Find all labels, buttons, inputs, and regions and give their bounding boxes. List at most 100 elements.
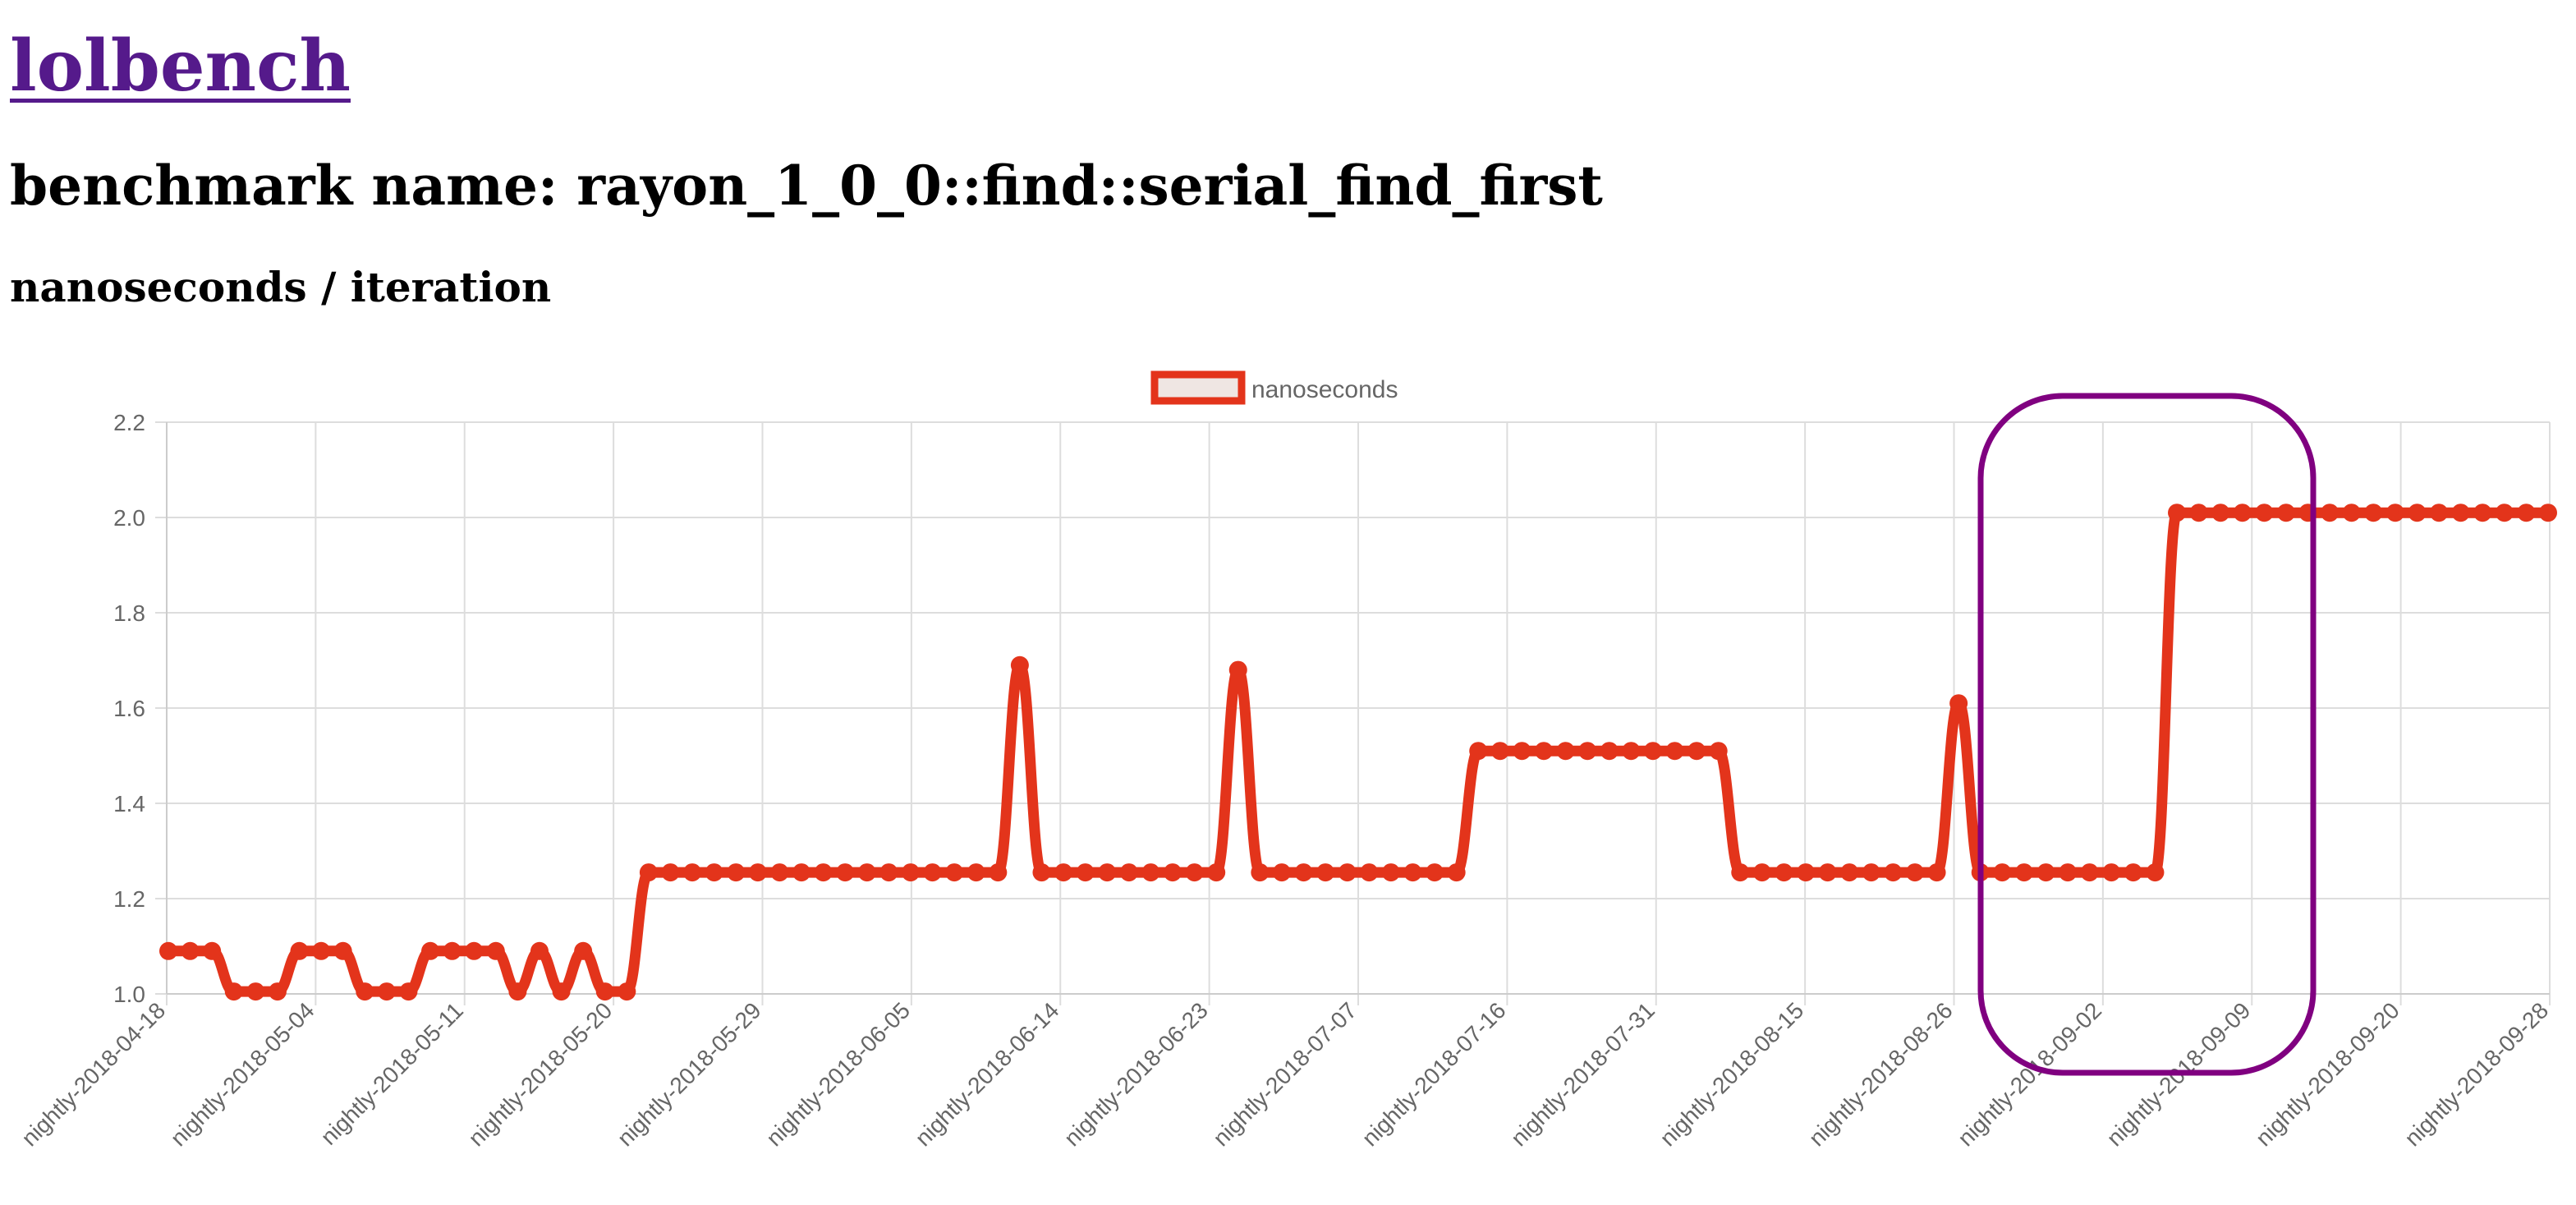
data-point[interactable] [1600, 742, 1619, 761]
data-point[interactable] [1556, 742, 1575, 761]
data-point[interactable] [2430, 504, 2449, 522]
data-point[interactable] [1709, 742, 1728, 761]
data-point[interactable] [465, 941, 484, 960]
data-point[interactable] [312, 941, 331, 960]
data-point[interactable] [1426, 863, 1444, 882]
data-point[interactable] [923, 863, 942, 882]
data-point[interactable] [552, 982, 571, 1001]
data-point[interactable] [1905, 863, 1924, 882]
data-point[interactable] [1622, 742, 1641, 761]
data-point[interactable] [1665, 742, 1684, 761]
data-point[interactable] [1993, 863, 2012, 882]
data-point[interactable] [901, 863, 920, 882]
data-point[interactable] [727, 863, 746, 882]
data-point[interactable] [399, 982, 418, 1001]
data-point[interactable] [1775, 863, 1793, 882]
data-point[interactable] [1469, 742, 1488, 761]
data-point[interactable] [2385, 504, 2404, 522]
data-point[interactable] [879, 863, 898, 882]
data-point[interactable] [1840, 863, 1859, 882]
data-point[interactable] [1490, 742, 1509, 761]
data-point[interactable] [1185, 863, 1204, 882]
data-point[interactable] [2059, 863, 2078, 882]
data-point[interactable] [246, 982, 265, 1001]
data-point[interactable] [1076, 863, 1095, 882]
data-point[interactable] [1447, 863, 1466, 882]
data-point[interactable] [224, 982, 243, 1001]
data-point[interactable] [2539, 504, 2557, 522]
data-point[interactable] [1513, 742, 1531, 761]
data-point[interactable] [181, 941, 200, 960]
data-point[interactable] [1164, 863, 1182, 882]
data-point[interactable] [1731, 863, 1750, 882]
data-point[interactable] [1141, 863, 1160, 882]
data-point[interactable] [356, 982, 374, 1001]
data-point[interactable] [2146, 863, 2165, 882]
data-point[interactable] [2014, 863, 2033, 882]
data-point[interactable] [2364, 504, 2383, 522]
data-point[interactable] [1228, 660, 1247, 679]
data-point[interactable] [1403, 863, 1422, 882]
data-point[interactable] [661, 863, 680, 882]
legend[interactable]: nanoseconds [1150, 370, 1398, 405]
data-point[interactable] [836, 863, 855, 882]
site-title-link[interactable]: lolbench [10, 25, 351, 108]
data-point[interactable] [792, 863, 811, 882]
data-point[interactable] [333, 941, 352, 960]
data-point[interactable] [1687, 742, 1706, 761]
data-point[interactable] [1119, 863, 1138, 882]
data-point[interactable] [2342, 504, 2361, 522]
data-point[interactable] [2102, 863, 2121, 882]
data-point[interactable] [1949, 694, 1968, 713]
data-point[interactable] [814, 863, 833, 882]
data-point[interactable] [1534, 742, 1553, 761]
data-point[interactable] [377, 982, 396, 1001]
data-point[interactable] [2168, 504, 2187, 522]
data-point[interactable] [1251, 863, 1270, 882]
data-point[interactable] [595, 982, 614, 1001]
data-point[interactable] [1360, 863, 1379, 882]
data-point[interactable] [159, 941, 177, 960]
data-point[interactable] [1207, 863, 1226, 882]
legend-swatch[interactable] [1150, 370, 1246, 405]
data-point[interactable] [574, 941, 593, 960]
data-point[interactable] [290, 941, 309, 960]
legend-label[interactable]: nanoseconds [1251, 376, 1398, 403]
data-point[interactable] [2255, 504, 2274, 522]
data-point[interactable] [1381, 863, 1400, 882]
data-point[interactable] [508, 982, 527, 1001]
data-point[interactable] [443, 941, 461, 960]
data-point[interactable] [1098, 863, 1117, 882]
data-point[interactable] [1818, 863, 1837, 882]
data-point[interactable] [1797, 863, 1816, 882]
data-point[interactable] [945, 863, 964, 882]
data-point[interactable] [2321, 504, 2340, 522]
data-point[interactable] [486, 941, 505, 960]
data-point[interactable] [1032, 863, 1051, 882]
data-point[interactable] [1054, 863, 1073, 882]
data-point[interactable] [1294, 863, 1313, 882]
data-point[interactable] [618, 982, 636, 1001]
data-point[interactable] [2473, 504, 2492, 522]
data-point[interactable] [530, 941, 549, 960]
data-point[interactable] [1927, 863, 1946, 882]
data-point[interactable] [1862, 863, 1880, 882]
data-point[interactable] [1578, 742, 1597, 761]
data-point[interactable] [1884, 863, 1903, 882]
data-point[interactable] [989, 863, 1008, 882]
data-point[interactable] [2408, 504, 2427, 522]
data-point[interactable] [2080, 863, 2099, 882]
data-point[interactable] [1338, 863, 1357, 882]
data-point[interactable] [639, 863, 658, 882]
data-point[interactable] [683, 863, 702, 882]
data-point[interactable] [748, 863, 767, 882]
data-point[interactable] [203, 941, 222, 960]
data-point[interactable] [1010, 655, 1029, 674]
data-point[interactable] [770, 863, 789, 882]
data-point[interactable] [1272, 863, 1291, 882]
data-point[interactable] [967, 863, 985, 882]
data-point[interactable] [2495, 504, 2514, 522]
data-point[interactable] [268, 982, 287, 1001]
data-point[interactable] [2233, 504, 2252, 522]
data-point[interactable] [1316, 863, 1335, 882]
